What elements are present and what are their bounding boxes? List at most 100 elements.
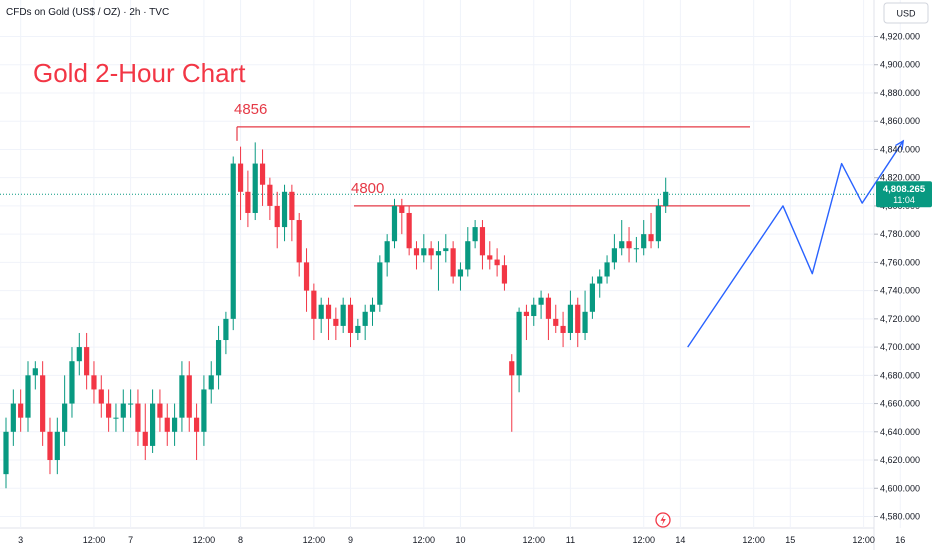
time-tick-label: 9 [348,535,353,545]
candle-body [421,248,427,256]
candle-body [215,340,222,376]
price-tick-label: 4,660.000 [880,399,920,409]
candle [472,220,478,249]
time-tick-label: 12:00 [852,535,875,545]
price-tick-label: 4,920.000 [880,32,920,42]
candle [633,236,639,263]
candle [259,149,266,206]
time-tick-label: 15 [785,535,795,545]
candle-body [25,375,31,418]
candle-body [267,184,273,206]
candle [384,234,390,277]
level-label-4856: 4856 [234,101,267,118]
candle-body [296,220,302,263]
price-tick-label: 4,780.000 [880,229,920,239]
candle [531,297,537,326]
candle-body [362,311,368,326]
candle-body [47,431,53,461]
candle-body [472,227,478,242]
candle [391,198,398,249]
candle [509,354,515,432]
candle [655,198,661,249]
candle-body [84,347,90,376]
candle [421,234,427,263]
time-tick-label: 14 [675,535,685,545]
candle [399,198,405,235]
candle [611,234,617,270]
candle-body [10,403,16,432]
instrument-title: CFDs on Gold (US$ / OZ) · 2h · TVC [6,7,169,18]
candle [545,293,552,341]
candle [582,290,588,341]
candle [641,220,647,256]
candle [223,311,229,355]
lightning-icon[interactable] [655,512,671,528]
candle-body [193,417,200,432]
candle-body [487,255,493,260]
candle-body [369,304,376,312]
candle-body [208,375,214,390]
price-tick-label: 4,840.000 [880,144,920,154]
candle-body [516,311,522,376]
time-tick-label: 12:00 [632,535,655,545]
candle-body [567,304,574,333]
candle-body [106,403,112,418]
candle-body [245,191,251,213]
candle [589,276,595,319]
price-tick-label: 4,760.000 [880,257,920,267]
candle [289,184,295,242]
candle [325,297,332,341]
candle-body [69,361,75,404]
price-tick-label: 4,640.000 [880,427,920,437]
candle [157,389,163,432]
candle-body [171,417,178,432]
candle-body [113,417,119,419]
candle [54,417,60,475]
candle [76,332,82,376]
candle-body [281,191,288,228]
price-tick-label: 4,600.000 [880,483,920,493]
price-tick-label: 4,880.000 [880,88,920,98]
time-axis: 3 12:00 7 12:00 8 12:00 9 12:00 10 12:00 11 12:00 14… [18,535,905,545]
level-label-4800: 4800 [351,180,384,197]
candle-body [443,248,449,252]
time-tick-label: 8 [238,535,243,545]
projection-line [687,140,904,348]
candle [435,241,442,291]
candle-body [553,318,559,326]
candle-body [560,325,566,333]
candle-body [259,163,266,185]
candle [106,389,112,432]
candle-body [641,234,647,249]
candle [340,297,346,333]
candle-body [428,248,434,256]
candle [91,361,97,404]
candle [84,332,90,390]
currency-button[interactable]: USD [883,2,929,24]
candle-body [655,205,661,242]
candle-body [648,234,654,242]
candle [318,297,324,333]
candle-body [98,389,104,404]
candle-body [509,361,515,376]
price-levels: 4856 4800 [234,101,750,207]
candle-body [252,163,258,213]
candle-body [347,304,354,333]
candle [193,403,200,461]
candle-body [128,403,134,405]
candle [179,361,185,432]
time-tick-label: 12:00 [413,535,436,545]
price-axis: 4,580.000 4,600.000 4,620.000 4,640.000 4,66… [874,32,920,522]
candle-body [340,304,346,326]
candle-body [76,347,82,362]
candle [237,146,244,221]
candle [538,290,544,319]
candle-body [611,248,617,263]
candle-body [494,259,500,266]
candle [457,262,464,291]
candle [69,347,75,418]
candle [10,389,16,446]
candle-body [325,304,332,319]
projection-arrowhead [895,139,905,150]
